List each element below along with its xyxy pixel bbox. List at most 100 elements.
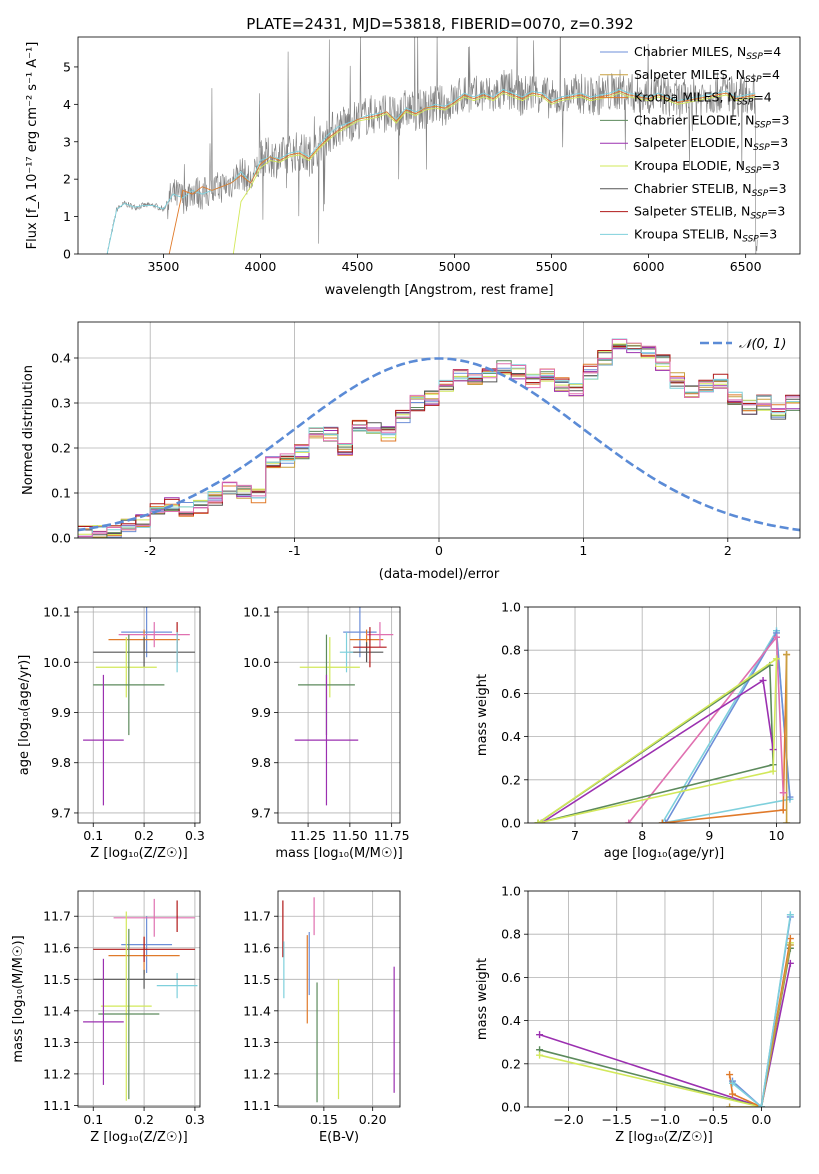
legend-label: Chabrier MILES, NSSP=4 [634, 44, 781, 62]
y-tick-label: 0.2 [51, 441, 71, 456]
weight-marker [726, 1071, 734, 1079]
plot-area [83, 898, 198, 1101]
plot-area [534, 627, 794, 823]
y-tick-label: 11.7 [43, 909, 71, 924]
weight-series [728, 911, 794, 1107]
legend-label: Salpeter MILES, NSSP=4 [634, 67, 780, 85]
y-tick-label: 0.8 [501, 643, 521, 658]
x-tick-label: 0.20 [359, 1112, 387, 1127]
x-tick-label: −1.5 [602, 1112, 632, 1127]
plot-area [106, 37, 758, 254]
x-tick-label: 0.15 [310, 1112, 338, 1127]
y-tick-label: 11.3 [243, 1035, 271, 1050]
plot-area [83, 607, 195, 806]
y-tick-label: 0.4 [501, 729, 521, 744]
weight-line [729, 944, 792, 1107]
y-tick-label: 11.1 [43, 1098, 71, 1113]
weight-line [539, 963, 792, 1107]
y-tick-label: 11.4 [43, 1003, 71, 1018]
weight-marker [786, 911, 794, 919]
y-tick-label: 0.3 [51, 396, 71, 411]
weight-marker [536, 1031, 544, 1039]
histogram-step-line [78, 343, 800, 535]
weight-marker [662, 819, 670, 823]
data-point-errorbar [349, 642, 384, 663]
x-tick-label: −2.0 [553, 1112, 583, 1127]
y-tick-label: 1.0 [501, 884, 521, 899]
x-tick-label: 5500 [536, 259, 568, 274]
x-tick-label: 0.1 [83, 828, 103, 843]
weight-marker [779, 806, 787, 814]
y-tick-label: 0.8 [501, 927, 521, 942]
x-tick-label: 6500 [730, 259, 762, 274]
data-point-errorbar [299, 637, 360, 698]
y-tick-label: 11.7 [243, 909, 271, 924]
legend-label: Salpeter STELIB, NSSP=3 [634, 204, 785, 222]
x-axis-label: Z [log₁₀(Z/Z☉)] [90, 1130, 187, 1145]
weight-series [783, 651, 791, 823]
spectrum-panel: 3500 4000 4500 5000 5500 6000 6500 0 1 2 3 4 5 wavele… [25, 36, 801, 298]
axes-frame [277, 890, 401, 1108]
weight-marker [534, 819, 542, 823]
weight-marker [625, 819, 633, 823]
y-tick-label: 0.0 [51, 531, 71, 546]
x-tick-label: -2 [144, 543, 156, 558]
x-tick-label: −1.0 [650, 1112, 680, 1127]
weight-line [662, 654, 788, 823]
mass-vs-metallicity-panel: 0.1 0.2 0.3 11.1 11.2 11.3 11.4 11.5 11.6 11.7 Z [… [11, 890, 205, 1145]
x-axis-label: Z [log₁₀(Z/Z☉)] [615, 1130, 712, 1145]
data-point-errorbar [353, 627, 387, 668]
x-tick-label: 0.3 [185, 1112, 205, 1127]
mass-vs-extinction-panel: 0.15 0.20 11.1 11.2 11.3 11.4 11.5 11.6 11.7 E(B-… [243, 890, 401, 1145]
y-tick-label: 10.1 [43, 605, 71, 620]
y-tick-label: 3 [63, 134, 71, 149]
x-tick-label: 11.75 [374, 828, 410, 843]
weight-marker [772, 655, 780, 663]
y-tick-label: 11.6 [43, 940, 71, 955]
y-tick-label: 10.0 [43, 655, 71, 670]
axes-frame [77, 890, 201, 1108]
x-tick-label: 4500 [342, 259, 374, 274]
data-point-errorbar [93, 969, 195, 989]
y-tick-label: 11.5 [43, 972, 71, 987]
x-axis-label: (data-model)/error [379, 567, 500, 582]
weight-marker [769, 767, 777, 775]
plot-area [536, 911, 794, 1107]
plot-area [282, 897, 395, 1103]
axes-frame [277, 606, 401, 824]
weight-marker [658, 819, 666, 823]
y-tick-label: 9.7 [51, 805, 71, 820]
y-tick-label: 9.8 [251, 755, 271, 770]
age-vs-metallicity-panel: 0.1 0.2 0.3 9.7 9.8 9.9 10.0 10.1 Z [log₁₀(Z/Z☉)… [17, 605, 205, 861]
y-tick-label: 9.8 [51, 755, 71, 770]
x-tick-label: 8 [638, 828, 646, 843]
x-tick-label: 11.50 [332, 828, 368, 843]
data-point-errorbar [366, 622, 394, 648]
data-point-errorbar [339, 632, 354, 673]
y-axis-label: Normed distribution [21, 365, 36, 495]
weight-marker [786, 941, 794, 949]
weight-series [534, 655, 780, 823]
x-tick-label: 0 [435, 543, 443, 558]
x-tick-label: 7 [571, 828, 579, 843]
weight-marker [759, 676, 767, 684]
y-tick-label: 1.0 [501, 600, 521, 615]
y-tick-label: 2 [63, 172, 71, 187]
x-tick-label: 11.25 [290, 828, 326, 843]
data-point-errorbar [113, 898, 195, 937]
residual-histogram-panel: -2 -1 0 1 2 0.0 0.1 0.2 0.3 0.4 (data-model)/error… [21, 321, 801, 582]
data-point-errorbar [93, 637, 195, 668]
x-tick-label: −0.5 [698, 1112, 728, 1127]
x-tick-label: 4000 [245, 259, 277, 274]
x-axis-label: E(B-V) [319, 1130, 359, 1145]
y-tick-label: 10.0 [243, 655, 271, 670]
histogram-step-line [78, 346, 800, 528]
weight-line [537, 657, 778, 823]
y-tick-label: 9.9 [51, 705, 71, 720]
y-axis-label: mass [log₁₀(M/M☉)] [11, 935, 26, 1062]
axes-frame [527, 606, 801, 824]
axes-frame [77, 36, 801, 255]
data-point-errorbar [176, 632, 178, 673]
histogram-step-line [78, 347, 800, 538]
histogram-step-line [78, 344, 800, 538]
